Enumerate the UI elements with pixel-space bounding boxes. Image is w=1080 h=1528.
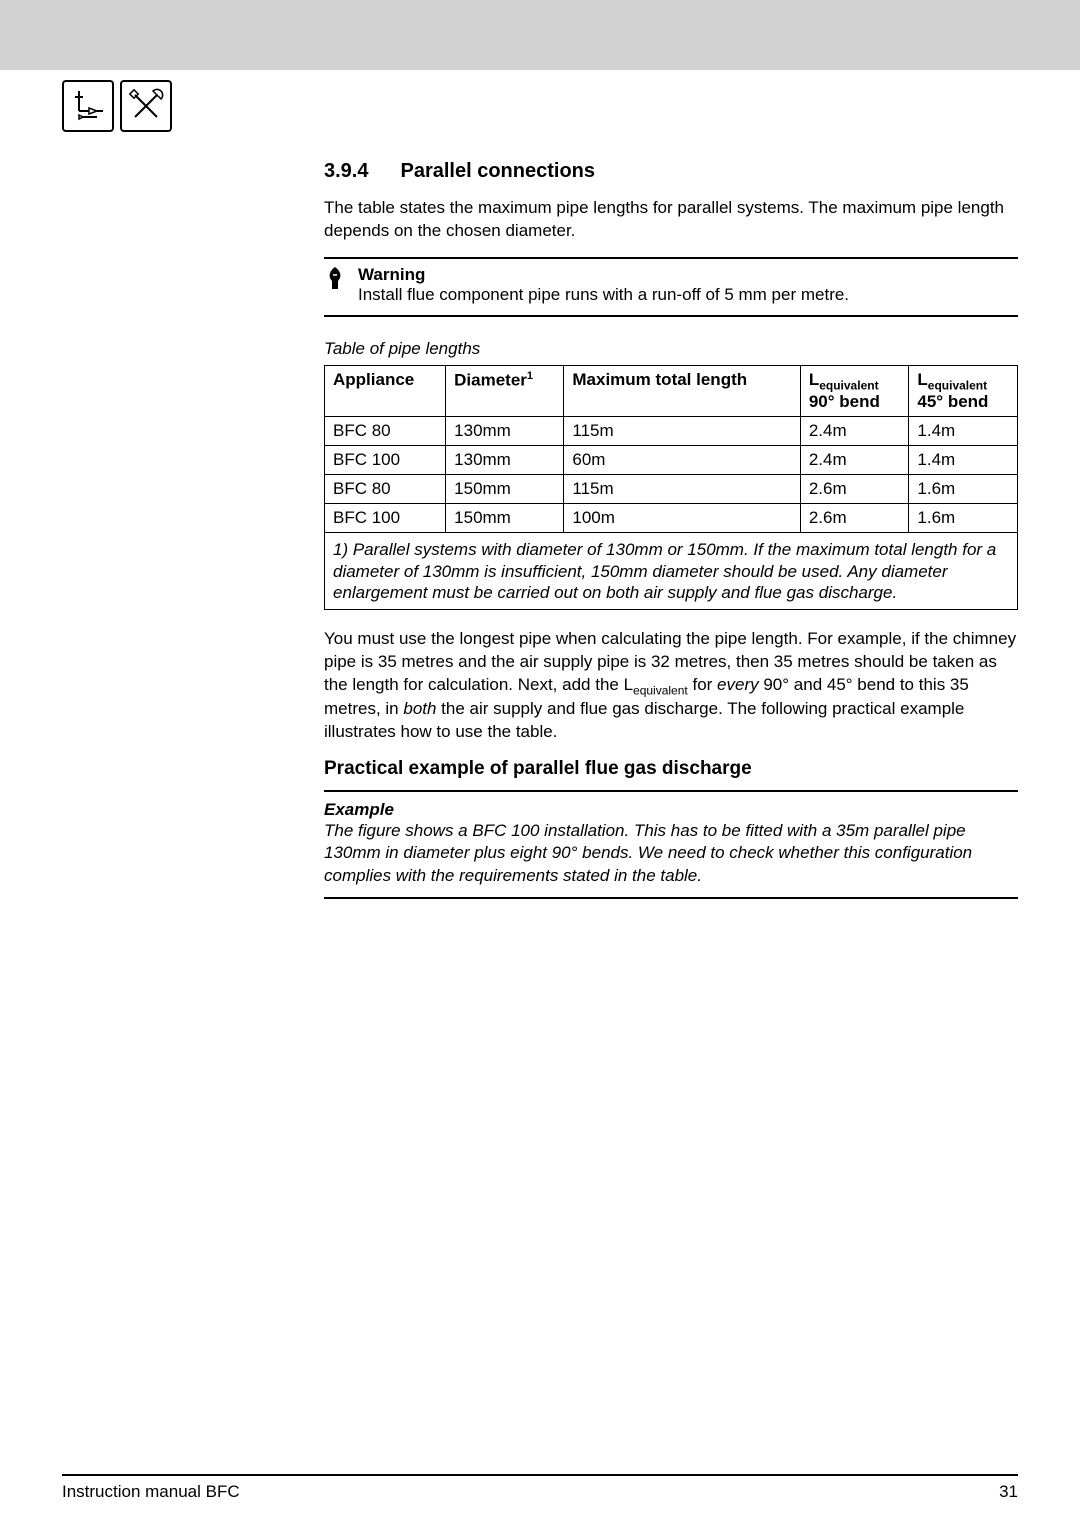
table-row: BFC 80 130mm 115m 2.4m 1.4m (325, 417, 1018, 446)
practical-example-heading: Practical example of parallel flue gas d… (324, 758, 1018, 780)
example-block: Example The figure shows a BFC 100 insta… (324, 790, 1018, 898)
header-band (0, 0, 1080, 70)
th-diameter: Diameter1 (446, 365, 564, 416)
table-row: BFC 100 130mm 60m 2.4m 1.4m (325, 446, 1018, 475)
section-title: Parallel connections (400, 160, 595, 183)
warning-block: Warning Install flue component pipe runs… (324, 257, 1018, 317)
page-footer: Instruction manual BFC 31 (62, 1474, 1018, 1502)
pipe-lengths-table: Appliance Diameter1 Maximum total length… (324, 365, 1018, 533)
table-row: BFC 80 150mm 115m 2.6m 1.6m (325, 475, 1018, 504)
warning-body: Install flue component pipe runs with a … (358, 285, 849, 305)
warning-title: Warning (358, 265, 849, 285)
table-row: BFC 100 150mm 100m 2.6m 1.6m (325, 504, 1018, 533)
th-l90: Lequivalent90° bend (800, 365, 909, 416)
warning-icon (324, 265, 348, 305)
table-footnote: 1) Parallel systems with diameter of 130… (324, 533, 1018, 610)
section-heading: 3.9.4 Parallel connections (324, 160, 1018, 183)
category-icons (62, 80, 1080, 132)
intro-paragraph: The table states the maximum pipe length… (324, 197, 1018, 243)
example-title: Example (324, 800, 1018, 820)
example-body: The figure shows a BFC 100 installation.… (324, 820, 1018, 886)
th-appliance: Appliance (325, 365, 446, 416)
section-number: 3.9.4 (324, 160, 368, 183)
usage-paragraph: You must use the longest pipe when calcu… (324, 628, 1018, 744)
th-max-length: Maximum total length (564, 365, 800, 416)
table-caption: Table of pipe lengths (324, 339, 1018, 359)
plumbing-icon (62, 80, 114, 132)
footer-page-number: 31 (999, 1482, 1018, 1502)
footer-left: Instruction manual BFC (62, 1482, 240, 1502)
th-l45: Lequivalent45° bend (909, 365, 1018, 416)
tools-icon (120, 80, 172, 132)
